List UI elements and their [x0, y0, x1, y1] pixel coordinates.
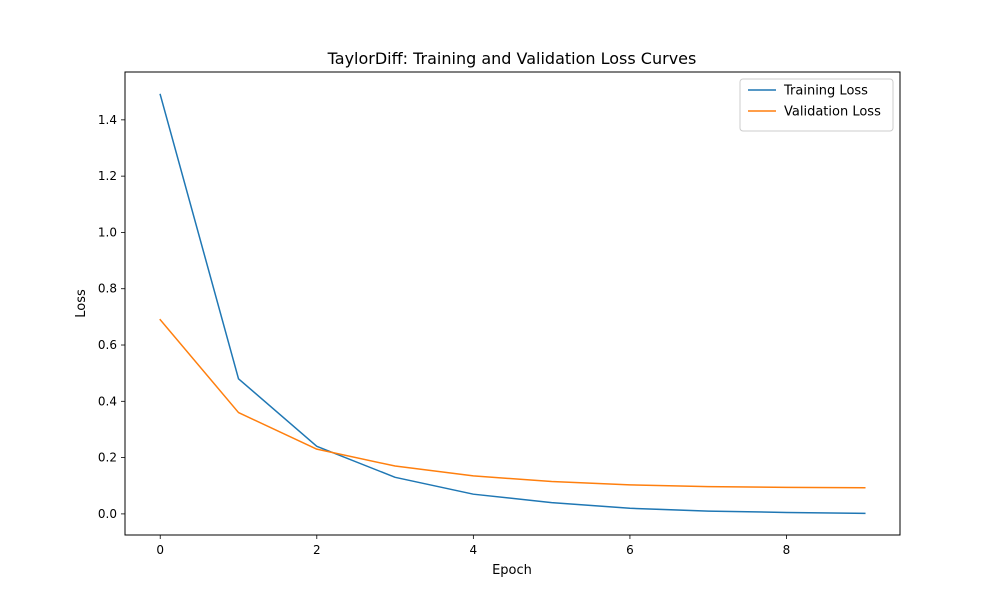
- chart-legend: Training Loss Validation Loss: [739, 78, 894, 132]
- x-tick-label: 6: [626, 543, 634, 557]
- y-axis-ticks: 0.0 0.2 0.4 0.6 0.8 1.0 1.2 1.4: [98, 113, 125, 521]
- y-tick-label: 1.2: [98, 169, 117, 183]
- legend-entry-1: Validation Loss: [784, 105, 881, 120]
- x-tick-label: 2: [313, 543, 321, 557]
- chart-title: TaylorDiff: Training and Validation Loss…: [327, 49, 697, 68]
- y-tick-label: 0.8: [98, 282, 117, 296]
- series-line-1: [159, 318, 866, 489]
- legend-entry-0: Training Loss: [783, 84, 868, 99]
- plot-area-frame: [124, 71, 901, 536]
- y-axis-label: Loss: [74, 289, 89, 318]
- y-tick-label: 1.4: [98, 113, 117, 127]
- x-tick-label: 8: [783, 543, 791, 557]
- y-tick-label: 0.0: [98, 507, 117, 521]
- y-tick-label: 0.2: [98, 451, 117, 465]
- x-tick-label: 4: [470, 543, 478, 557]
- y-tick-label: 0.4: [98, 394, 117, 408]
- legend-box: [739, 78, 894, 132]
- series-line-0: [159, 93, 866, 515]
- y-tick-label: 1.0: [98, 225, 117, 239]
- x-axis-label: Epoch: [492, 563, 532, 578]
- x-tick-label: 0: [156, 543, 164, 557]
- x-axis-ticks: 0 2 4 6 8: [156, 535, 790, 557]
- y-tick-label: 0.6: [98, 338, 117, 352]
- series-layer: [159, 93, 866, 515]
